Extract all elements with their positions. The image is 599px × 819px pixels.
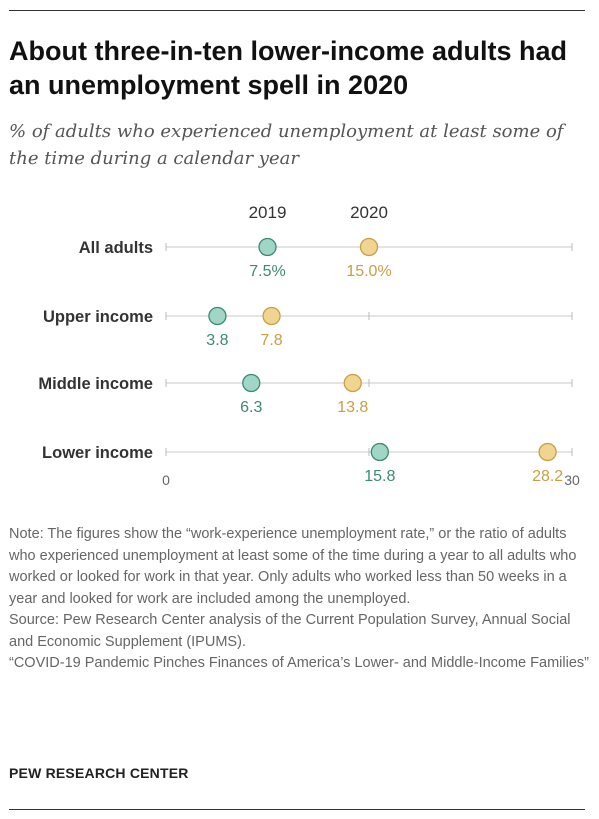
data-label-2020: 15.0% <box>346 263 391 280</box>
data-point-2019 <box>242 373 261 393</box>
data-label-2019: 7.5% <box>249 263 285 280</box>
x-tick-label: 0 <box>162 472 170 488</box>
legend-label-2019: 2019 <box>249 203 287 222</box>
note-text: Note: The figures show the “work-experie… <box>9 526 577 607</box>
data-label-2020: 13.8 <box>337 399 368 416</box>
x-tick-label: 30 <box>564 472 580 488</box>
data-label-2019: 6.3 <box>240 399 262 416</box>
data-point-2019 <box>258 237 277 257</box>
bottom-rule <box>9 809 585 810</box>
source-text: Source: Pew Research Center analysis of … <box>9 612 571 650</box>
dot-plot-chart: 2019 2020 All adults 7.5% 15.0% Upper income 3… <box>38 203 580 488</box>
org-footer: PEW RESEARCH CENTER <box>9 765 189 781</box>
data-label-2020: 28.2 <box>532 468 563 485</box>
category-label: Lower income <box>42 444 153 462</box>
data-point-2019 <box>208 306 227 326</box>
report-title-text: “COVID-19 Pandemic Pinches Finances of A… <box>9 655 589 671</box>
data-label-2019: 3.8 <box>206 332 228 349</box>
data-point-2020 <box>262 306 281 326</box>
legend-label-2020: 2020 <box>350 203 388 222</box>
chart-subtitle: % of adults who experienced unemployment… <box>9 121 564 169</box>
data-label-2020: 7.8 <box>260 332 282 349</box>
data-point-2020 <box>343 373 362 393</box>
category-label: Middle income <box>38 375 153 393</box>
top-rule <box>9 10 585 11</box>
data-point-2019 <box>370 442 389 462</box>
data-point-2020 <box>359 237 379 257</box>
category-label: Upper income <box>43 308 153 326</box>
data-point-2020 <box>538 442 557 462</box>
data-label-2019: 15.8 <box>364 468 395 485</box>
category-label: All adults <box>79 239 153 257</box>
notes-block: Note: The figures show the “work-experie… <box>9 524 589 675</box>
chart-title: About three-in-ten lower-income adults h… <box>9 36 568 100</box>
